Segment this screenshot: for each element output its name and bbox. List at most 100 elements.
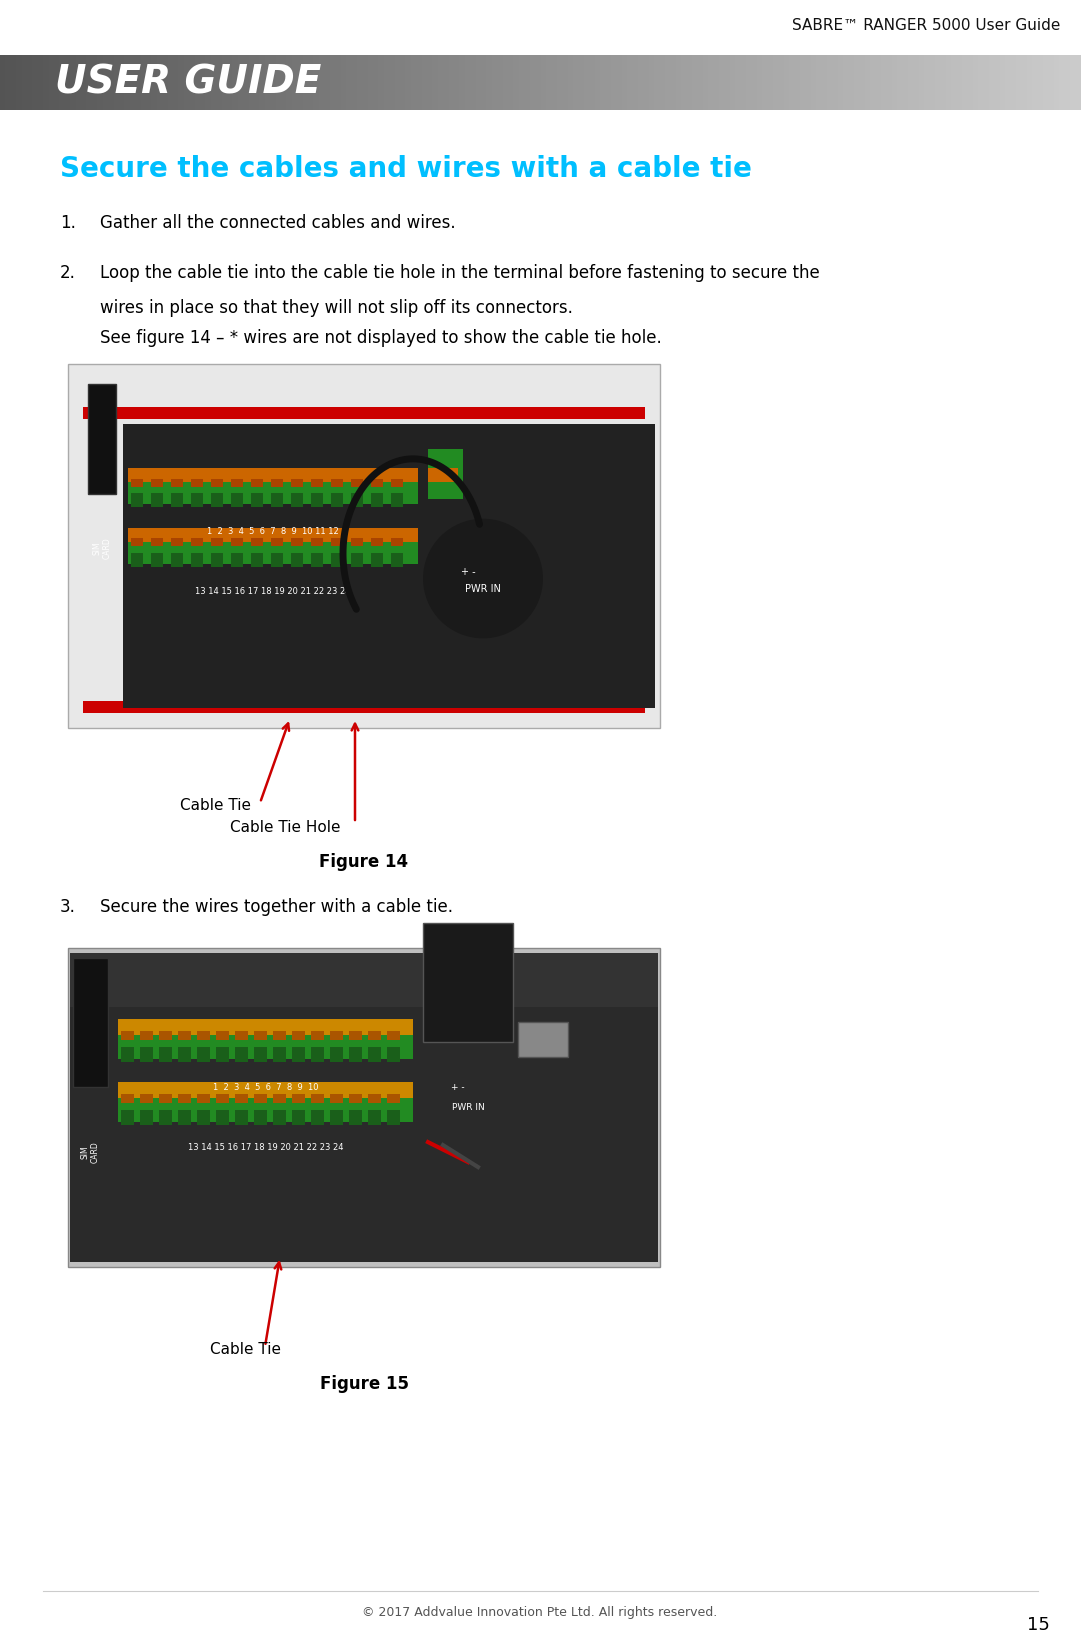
- Bar: [311, 1094, 324, 1104]
- Bar: [271, 493, 283, 506]
- Bar: [211, 537, 223, 545]
- Bar: [173, 54, 179, 110]
- Bar: [946, 54, 952, 110]
- Bar: [189, 54, 196, 110]
- Bar: [676, 54, 682, 110]
- Bar: [427, 54, 433, 110]
- Bar: [492, 54, 498, 110]
- Bar: [128, 468, 418, 483]
- Bar: [265, 54, 271, 110]
- Bar: [151, 493, 163, 506]
- Bar: [503, 54, 509, 110]
- Bar: [11, 54, 17, 110]
- Bar: [168, 54, 174, 110]
- Bar: [1022, 54, 1028, 110]
- Bar: [178, 54, 185, 110]
- Bar: [762, 54, 769, 110]
- Bar: [346, 54, 352, 110]
- Text: SIM
CARD: SIM CARD: [80, 1142, 99, 1163]
- Bar: [131, 478, 143, 486]
- Bar: [291, 493, 303, 506]
- Bar: [311, 1032, 324, 1040]
- Bar: [784, 54, 790, 110]
- Bar: [897, 54, 904, 110]
- Bar: [638, 54, 644, 110]
- Bar: [151, 552, 163, 567]
- Bar: [331, 478, 343, 486]
- Bar: [131, 552, 143, 567]
- Bar: [935, 54, 942, 110]
- Bar: [903, 54, 909, 110]
- Bar: [391, 493, 403, 506]
- Bar: [670, 54, 677, 110]
- Bar: [231, 478, 243, 486]
- Bar: [159, 1032, 172, 1040]
- Bar: [362, 54, 369, 110]
- Bar: [378, 54, 385, 110]
- Text: 1  2  3  4  5  6  7  8  9  10 11 12: 1 2 3 4 5 6 7 8 9 10 11 12: [208, 527, 338, 536]
- Bar: [254, 1111, 267, 1125]
- Text: 13 14 15 16 17 18 19 20 21 22 23 24: 13 14 15 16 17 18 19 20 21 22 23 24: [196, 586, 350, 596]
- Bar: [254, 54, 261, 110]
- Bar: [191, 478, 203, 486]
- Bar: [416, 54, 423, 110]
- Bar: [118, 1083, 413, 1101]
- Bar: [368, 1111, 381, 1125]
- Bar: [389, 54, 396, 110]
- Text: See figure 14 – * wires are not displayed to show the cable tie hole.: See figure 14 – * wires are not displaye…: [101, 329, 662, 347]
- Bar: [235, 1032, 248, 1040]
- Bar: [681, 54, 688, 110]
- Circle shape: [423, 519, 543, 639]
- Bar: [349, 1032, 362, 1040]
- Bar: [5, 54, 12, 110]
- Bar: [135, 54, 142, 110]
- Text: Cable Tie: Cable Tie: [210, 1342, 281, 1356]
- Bar: [497, 54, 504, 110]
- Bar: [128, 527, 418, 544]
- Bar: [519, 54, 525, 110]
- Bar: [870, 54, 877, 110]
- Bar: [600, 54, 606, 110]
- Bar: [211, 552, 223, 567]
- Bar: [191, 493, 203, 506]
- Text: © 2017 Addvalue Innovation Pte Ltd. All rights reserved.: © 2017 Addvalue Innovation Pte Ltd. All …: [362, 1605, 718, 1618]
- Bar: [191, 537, 203, 545]
- Bar: [1011, 54, 1017, 110]
- Bar: [83, 701, 645, 713]
- Bar: [524, 54, 531, 110]
- Bar: [816, 54, 823, 110]
- Bar: [141, 1032, 154, 1040]
- Bar: [838, 54, 844, 110]
- Bar: [303, 54, 309, 110]
- Bar: [924, 54, 931, 110]
- Text: 3.: 3.: [61, 898, 76, 916]
- Bar: [54, 54, 61, 110]
- Bar: [351, 493, 363, 506]
- Text: 1  2  3  4  5  6  7  8  9  10: 1 2 3 4 5 6 7 8 9 10: [213, 1083, 319, 1093]
- Bar: [995, 54, 1001, 110]
- Bar: [654, 54, 660, 110]
- Bar: [178, 1094, 191, 1104]
- Bar: [121, 1047, 134, 1063]
- Bar: [384, 54, 390, 110]
- Bar: [611, 54, 617, 110]
- Text: wires in place so that they will not slip off its connectors.: wires in place so that they will not sli…: [101, 300, 573, 318]
- Bar: [849, 54, 855, 110]
- Bar: [368, 1047, 381, 1063]
- Bar: [459, 54, 466, 110]
- Bar: [1043, 54, 1050, 110]
- Bar: [989, 54, 996, 110]
- Bar: [151, 478, 163, 486]
- Bar: [331, 552, 343, 567]
- Bar: [387, 1111, 400, 1125]
- Bar: [973, 54, 979, 110]
- Bar: [231, 493, 243, 506]
- Bar: [291, 478, 303, 486]
- Bar: [351, 537, 363, 545]
- Text: Figure 15: Figure 15: [320, 1374, 409, 1392]
- Bar: [121, 1032, 134, 1040]
- Bar: [1000, 54, 1006, 110]
- Bar: [405, 54, 412, 110]
- Bar: [692, 54, 698, 110]
- Bar: [703, 54, 709, 110]
